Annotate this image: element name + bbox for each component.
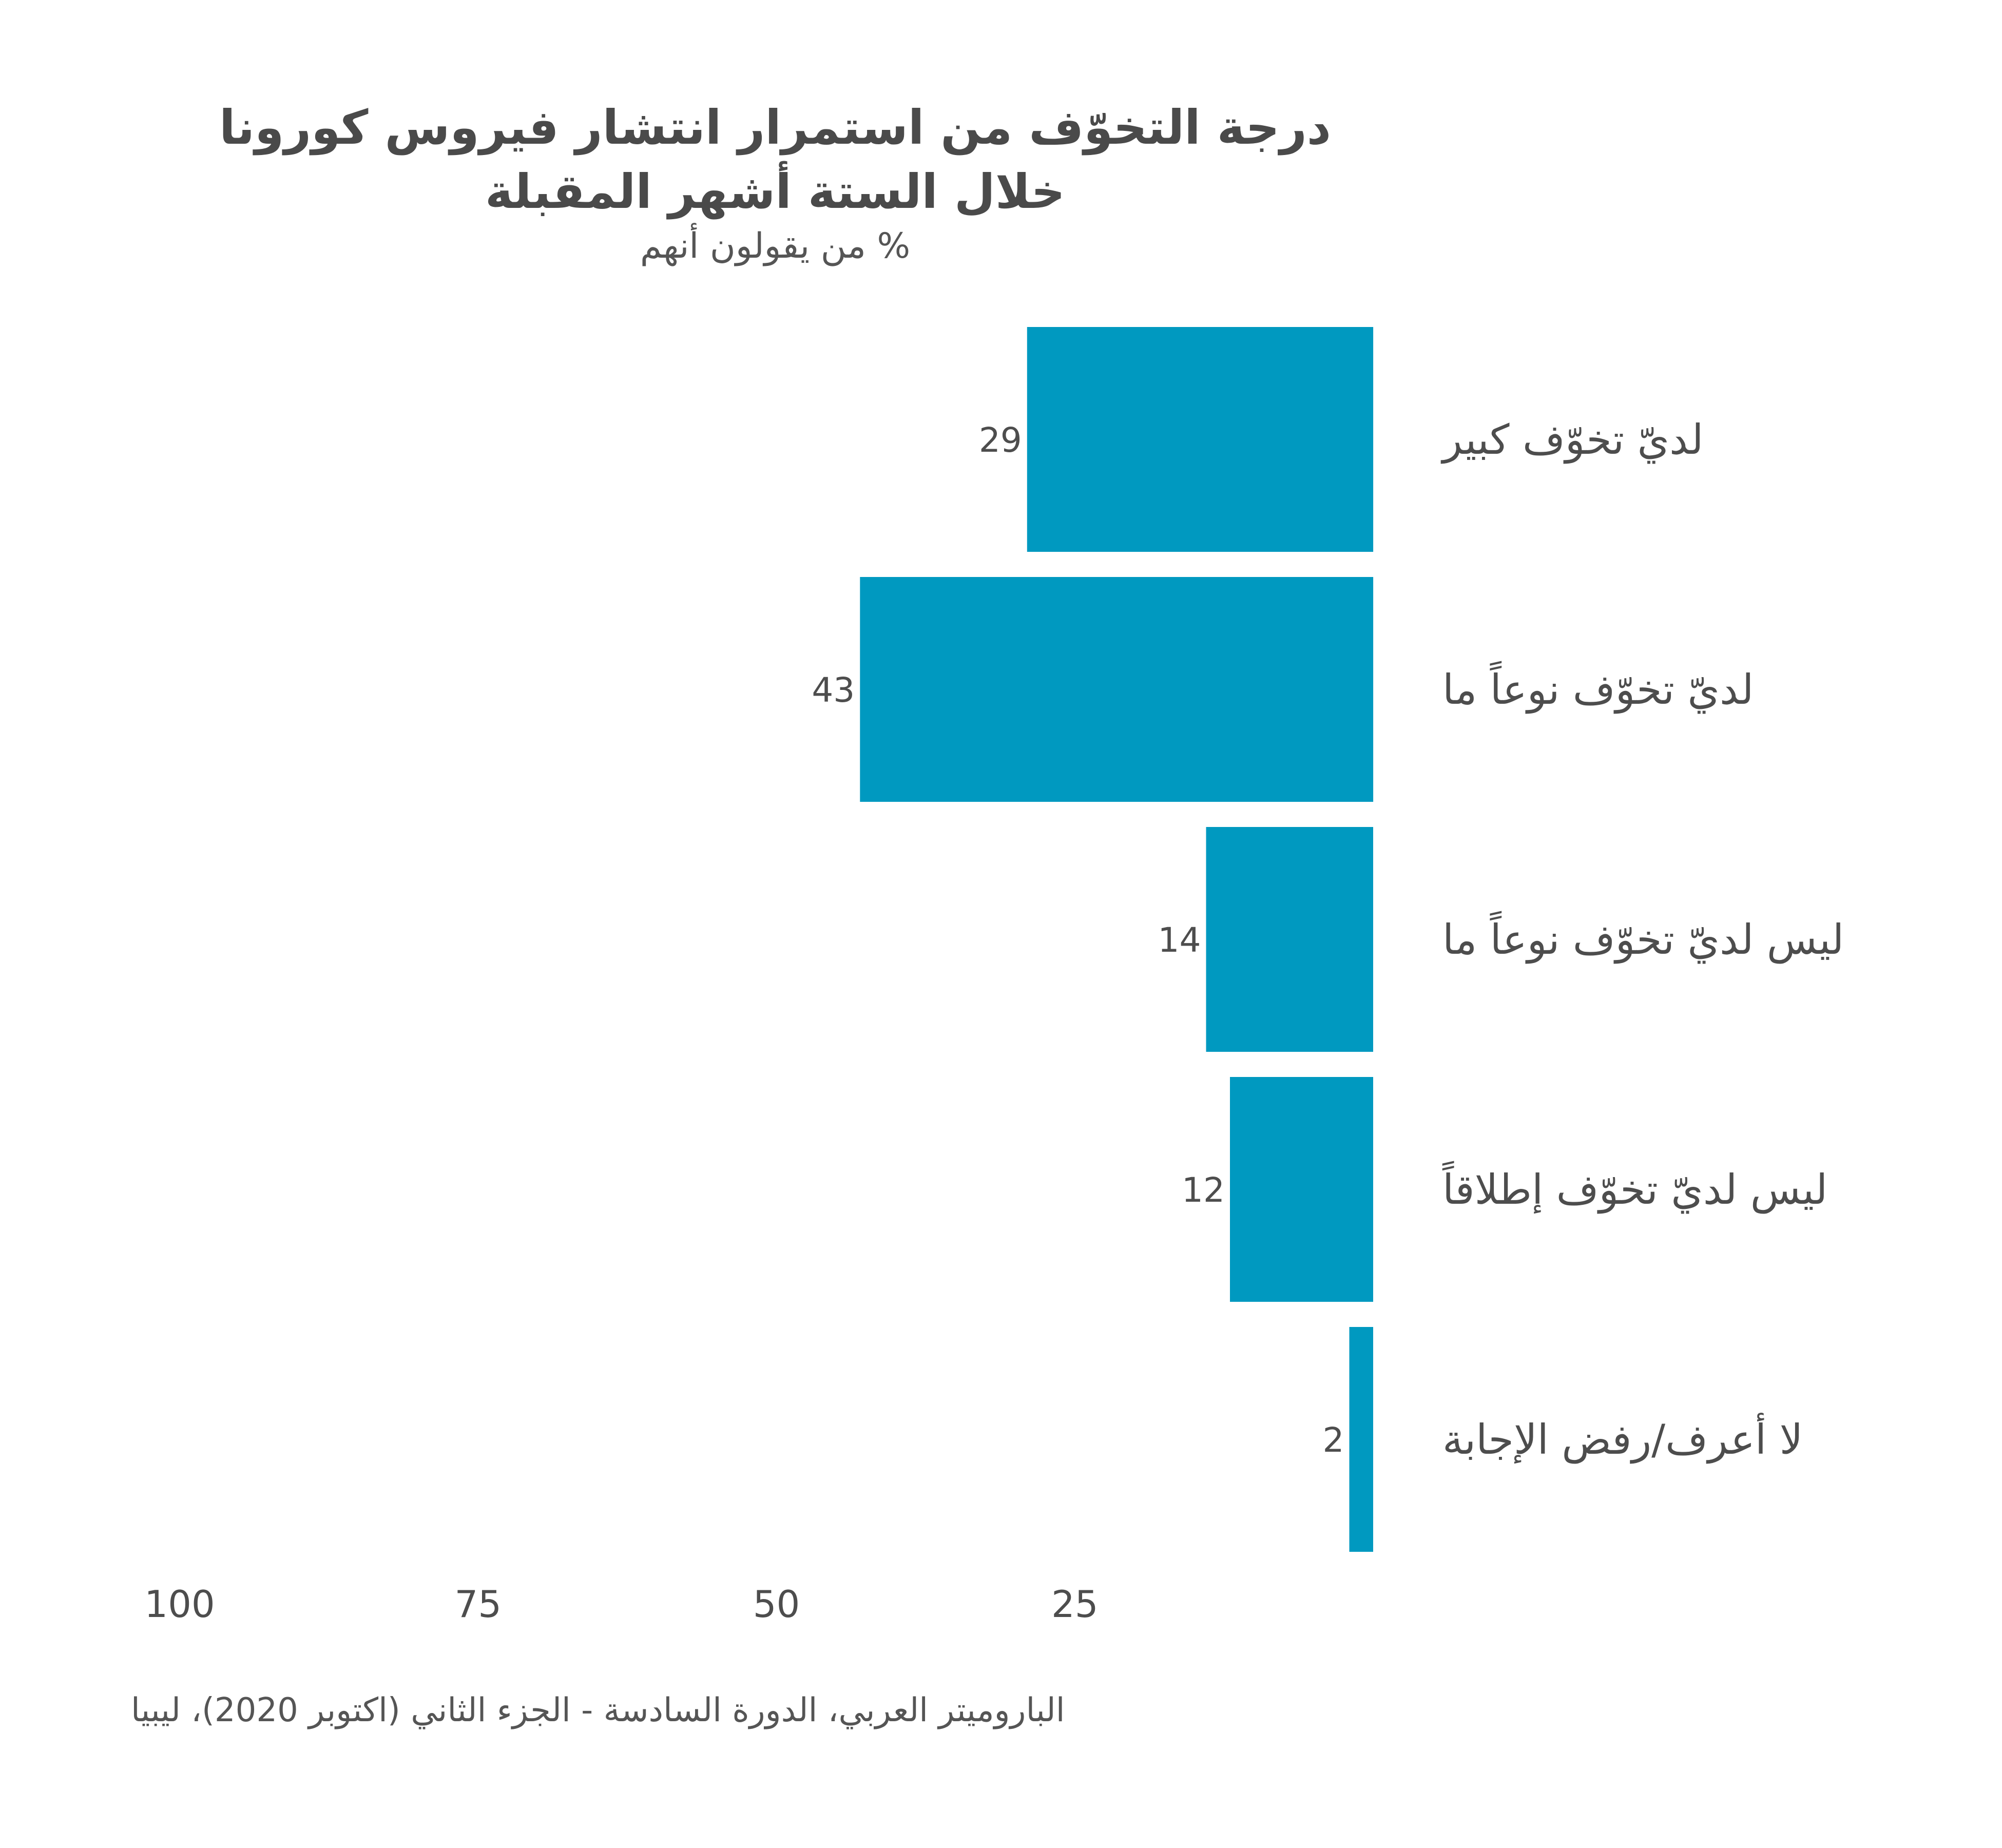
category-label-4: ليس لديّ تخوّف إطلاقاً — [1442, 1160, 1827, 1214]
bar-1 — [1027, 327, 1374, 552]
chart-title-line-1: درجة التخوّف من استمرار انتشار فيروس كور… — [219, 100, 1331, 155]
bar-5 — [1349, 1327, 1373, 1552]
x-tick-label-100: 100 — [144, 1583, 215, 1626]
source-note: الباروميتر العربي، الدورة السادسة - الجز… — [131, 1691, 1065, 1729]
category-label-1: لديّ تخوّف كبير — [1440, 416, 1704, 464]
x-tick-label-50: 50 — [753, 1583, 800, 1626]
bar-3 — [1206, 827, 1373, 1052]
value-label-3: 14 — [1158, 920, 1201, 960]
value-label-5: 2 — [1323, 1420, 1344, 1460]
value-label-2: 43 — [812, 670, 855, 710]
bar-4 — [1230, 1077, 1373, 1302]
chart-title-line-2: خلال الستة أشهر المقبلة — [485, 164, 1065, 219]
value-label-1: 29 — [979, 420, 1022, 460]
category-label-2: لديّ تخوّف نوعاً ما — [1442, 660, 1754, 714]
chart-subtitle: % من يقولون أنهم — [640, 226, 911, 266]
bar-2 — [860, 577, 1374, 802]
x-tick-label-25: 25 — [1051, 1583, 1099, 1626]
value-label-4: 12 — [1182, 1170, 1225, 1210]
x-tick-label-75: 75 — [454, 1583, 502, 1626]
category-label-3: ليس لديّ تخوّف نوعاً ما — [1442, 910, 1844, 964]
category-label-5: لا أعرف/رفض الإجابة — [1442, 1413, 1803, 1464]
